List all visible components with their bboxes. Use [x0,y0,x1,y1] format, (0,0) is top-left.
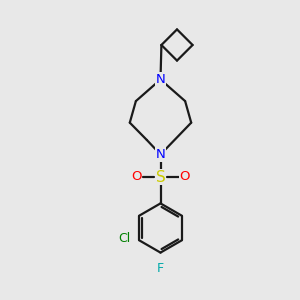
Text: Cl: Cl [118,232,130,245]
Text: N: N [156,73,165,86]
Text: O: O [131,170,142,184]
Text: O: O [179,170,190,184]
Text: S: S [156,169,165,184]
Text: F: F [157,262,164,275]
Text: N: N [156,148,165,161]
